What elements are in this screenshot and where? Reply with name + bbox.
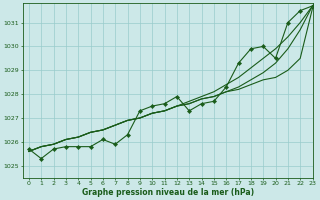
X-axis label: Graphe pression niveau de la mer (hPa): Graphe pression niveau de la mer (hPa) bbox=[82, 188, 254, 197]
